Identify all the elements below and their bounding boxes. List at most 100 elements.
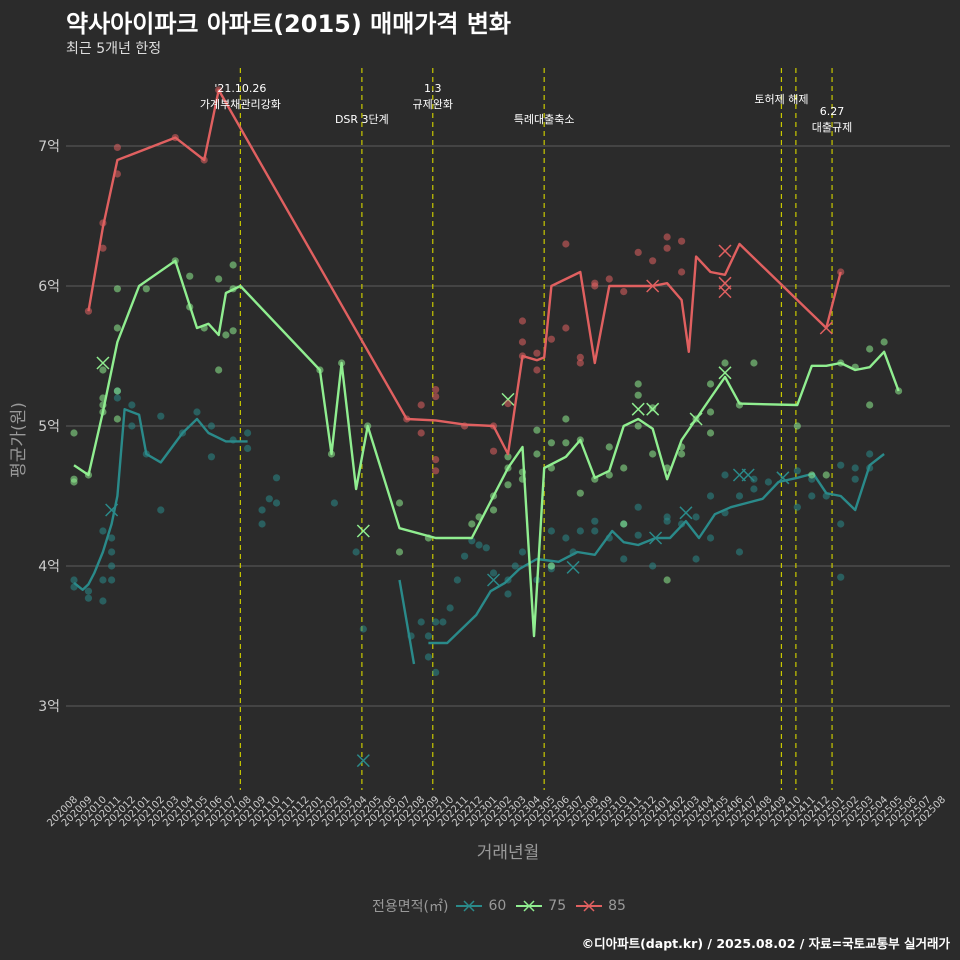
data-point	[822, 471, 830, 479]
legend-title: 전용면적(㎡)	[372, 899, 449, 915]
chart-subtitle: 최근 5개년 한정	[66, 41, 162, 57]
cross-marker	[718, 244, 732, 258]
source-caption: ©디아파트(dapt.kr) / 2025.08.02 / 자료=국토교통부 실…	[581, 936, 950, 951]
legend-label-75: 75	[548, 898, 567, 914]
data-point	[562, 415, 570, 423]
data-point	[359, 625, 367, 633]
cross-marker	[96, 356, 110, 370]
y-tick-label: 4억	[38, 559, 60, 575]
data-point	[562, 240, 570, 248]
data-point	[244, 444, 252, 452]
data-point	[706, 408, 715, 416]
data-point	[750, 485, 758, 493]
event-label: 가계부채관리강화	[200, 98, 281, 111]
data-point	[634, 503, 642, 511]
data-point	[193, 408, 201, 416]
data-point	[207, 422, 216, 430]
data-point	[432, 467, 440, 475]
data-point	[157, 412, 165, 420]
data-point	[837, 573, 845, 581]
series-line	[398, 579, 416, 665]
data-point	[70, 429, 78, 437]
data-point	[793, 422, 801, 430]
y-tick-label: 6억	[38, 279, 60, 295]
data-point	[113, 394, 121, 402]
data-point	[837, 520, 845, 528]
data-point	[620, 520, 628, 528]
data-point	[605, 471, 613, 479]
data-point	[222, 331, 230, 339]
data-point	[84, 587, 93, 595]
data-point	[533, 366, 541, 374]
data-point	[504, 453, 512, 461]
data-point	[432, 456, 440, 464]
data-point	[576, 489, 584, 497]
data-point	[735, 548, 744, 556]
cross-marker	[566, 560, 580, 574]
data-point	[417, 618, 425, 626]
cross-marker	[356, 524, 370, 538]
data-point	[678, 268, 686, 276]
data-point	[576, 359, 584, 367]
data-point	[576, 527, 584, 535]
cross-marker	[718, 366, 732, 380]
event-label: 특례대출축소	[514, 113, 575, 126]
data-point	[649, 257, 657, 265]
data-point	[663, 233, 671, 241]
data-point	[99, 576, 107, 584]
data-point	[620, 555, 628, 563]
data-point	[663, 244, 671, 252]
data-point	[475, 541, 483, 549]
data-point	[108, 534, 116, 542]
data-point	[244, 429, 252, 437]
data-point	[620, 464, 628, 472]
data-point	[108, 562, 116, 570]
legend-item-75: 75	[516, 898, 566, 914]
data-point	[649, 562, 657, 570]
data-point	[395, 548, 404, 556]
data-point	[518, 548, 527, 556]
data-point	[692, 513, 700, 521]
data-point	[113, 387, 121, 395]
data-point	[518, 317, 527, 325]
data-point	[108, 548, 116, 556]
data-point	[663, 513, 671, 521]
data-point	[706, 534, 715, 542]
data-point	[880, 338, 888, 346]
y-tick-label: 5억	[38, 419, 60, 435]
data-point	[113, 415, 121, 423]
data-point	[453, 576, 461, 584]
data-point	[489, 506, 498, 514]
data-point	[417, 429, 425, 437]
series-line	[73, 259, 900, 638]
data-point	[229, 327, 237, 335]
data-point	[424, 632, 433, 640]
data-point	[866, 450, 874, 458]
data-point	[663, 576, 671, 584]
data-point	[706, 492, 715, 500]
data-point	[735, 492, 744, 500]
data-point	[866, 345, 874, 353]
data-point	[634, 422, 642, 430]
data-point	[678, 450, 686, 458]
data-point	[750, 359, 758, 367]
data-point	[504, 481, 512, 489]
legend-label-85: 85	[608, 898, 626, 914]
data-point	[84, 307, 93, 315]
cross-marker	[819, 321, 833, 335]
data-point	[142, 285, 150, 293]
data-point	[678, 237, 686, 245]
cross-marker	[649, 531, 663, 545]
data-point	[518, 338, 527, 346]
data-point	[793, 467, 801, 475]
chart-title: 약사아이파크 아파트(2015) 매매가격 변화	[66, 10, 511, 38]
data-point	[750, 475, 758, 483]
event-label: 대출규제	[812, 121, 852, 134]
data-point	[634, 248, 642, 256]
data-point	[432, 618, 440, 626]
cross-marker	[646, 402, 660, 416]
data-point	[70, 475, 78, 483]
data-point	[721, 359, 729, 367]
data-point	[207, 453, 216, 461]
